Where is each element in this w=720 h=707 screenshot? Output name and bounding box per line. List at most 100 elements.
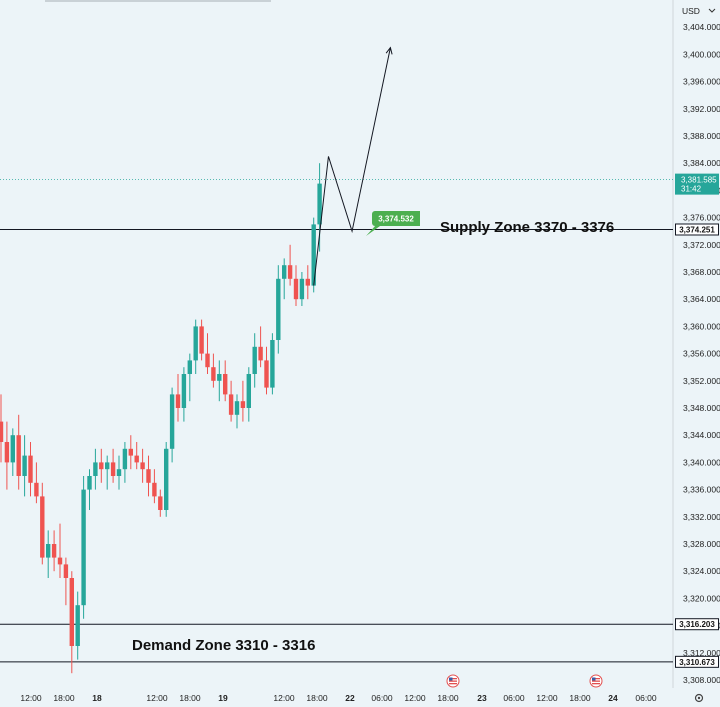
time-tick-label: 06:00: [503, 693, 525, 703]
candle-body: [175, 394, 181, 408]
us-flag-icon[interactable]: [446, 674, 460, 688]
price-tick-label: 3,384.000: [683, 158, 720, 168]
candle-body: [169, 394, 175, 449]
time-tick-label: 06:00: [371, 693, 393, 703]
candle-body: [51, 544, 57, 558]
countdown-label: 31:42: [681, 185, 702, 194]
candle-body: [252, 346, 257, 374]
candles: [0, 163, 322, 674]
candle-body: [276, 278, 281, 340]
time-axis[interactable]: 12:00 18:00 18 12:00 18:00 19 12:00 18:00 22 06:0…: [20, 693, 657, 703]
candle-body: [105, 462, 110, 470]
candle-body: [40, 496, 45, 558]
projection-line: [313, 47, 391, 286]
currency-selector[interactable]: USD: [682, 6, 716, 16]
candle-body: [34, 482, 39, 497]
price-tick-label: 3,392.000: [683, 104, 720, 114]
candle-body: [317, 183, 322, 225]
horizontal-lines: [0, 179, 673, 663]
candle-body: [164, 448, 169, 510]
price-tick-label: 3,396.000: [683, 77, 720, 87]
time-tick-label: 06:00: [635, 693, 657, 703]
candle-body: [270, 340, 275, 388]
time-tick-label: 23: [477, 693, 487, 703]
price-tick-label: 3,320.000: [683, 593, 720, 603]
currency-label: USD: [682, 6, 700, 16]
candle-body: [57, 557, 63, 565]
price-tick-label: 3,348.000: [683, 403, 720, 413]
projection-path: [313, 46, 393, 286]
candle-body: [63, 564, 69, 578]
callout-label: 3,374.532: [378, 215, 414, 224]
candle-body: [305, 278, 310, 286]
price-tag-label: 3,316.203: [679, 620, 715, 629]
projection-arrowhead: [385, 46, 393, 55]
candle-body: [0, 421, 4, 442]
candle-body: [81, 489, 86, 606]
price-tick-label: 3,352.000: [683, 376, 720, 386]
candle-body: [69, 578, 74, 646]
time-tick-label: 18: [92, 693, 102, 703]
candle-body: [293, 278, 299, 300]
candle-body: [4, 442, 10, 463]
price-tag-label: 3,310.673: [679, 658, 715, 667]
candle-body: [181, 374, 187, 408]
price-tick-label: 3,340.000: [683, 457, 720, 467]
candle-body: [46, 544, 51, 558]
candle-body: [282, 265, 287, 279]
candle-body: [158, 496, 163, 510]
time-tick-label: 12:00: [273, 693, 295, 703]
candle-body: [264, 360, 269, 388]
candle-body: [311, 224, 316, 286]
price-axis[interactable]: 3,308.0003,312.0003,316.0003,320.0003,32…: [683, 22, 720, 685]
candle-body: [16, 435, 21, 476]
demand-zone-label: Demand Zone 3310 - 3316: [132, 637, 315, 654]
us-flag-icon[interactable]: [589, 674, 603, 688]
candle-body: [234, 401, 240, 415]
candle-body: [258, 346, 263, 361]
candle-body: [223, 374, 228, 395]
time-tick-label: 18:00: [437, 693, 459, 703]
candle-body: [122, 448, 128, 470]
price-tick-label: 3,364.000: [683, 294, 720, 304]
price-tick-label: 3,344.000: [683, 430, 720, 440]
callout-tag: 3,374.532: [366, 211, 420, 236]
candle-body: [28, 455, 33, 483]
candle-body: [146, 469, 151, 483]
candle-body: [211, 367, 216, 381]
candle-body: [140, 462, 145, 470]
time-tick-label: 18:00: [53, 693, 75, 703]
candle-body: [87, 476, 92, 490]
price-tick-label: 3,308.000: [683, 675, 720, 685]
price-tick-label: 3,388.000: [683, 131, 720, 141]
candle-body: [240, 401, 246, 408]
time-tick-label: 18:00: [179, 693, 201, 703]
price-tick-label: 3,404.000: [683, 22, 720, 32]
price-tag-label: 3,374.251: [679, 225, 715, 234]
candle-body: [287, 265, 293, 279]
price-tick-label: 3,356.000: [683, 349, 720, 359]
candle-body: [152, 482, 157, 497]
candle-body: [93, 462, 98, 476]
chevron-down-icon: [708, 8, 716, 13]
price-tick-label: 3,324.000: [683, 566, 720, 576]
price-tick-label: 3,328.000: [683, 539, 720, 549]
candle-body: [199, 326, 204, 354]
time-tick-label: 24: [608, 693, 618, 703]
candle-body: [75, 605, 80, 646]
top-panel-edge: [45, 0, 271, 2]
price-tick-label: 3,376.000: [683, 213, 720, 223]
candle-body: [134, 455, 139, 463]
candle-body: [187, 360, 192, 374]
gear-icon[interactable]: [694, 693, 704, 703]
time-tick-label: 12:00: [20, 693, 42, 703]
price-tick-label: 3,368.000: [683, 267, 720, 277]
time-tick-label: 12:00: [404, 693, 426, 703]
time-tick-label: 18:00: [306, 693, 328, 703]
price-tags: 3,374.251 3,316.203 3,310.673 3,381.58531:4…: [675, 173, 719, 668]
candle-body: [246, 374, 251, 408]
candle-body: [110, 462, 116, 476]
price-tick-label: 3,400.000: [683, 49, 720, 59]
